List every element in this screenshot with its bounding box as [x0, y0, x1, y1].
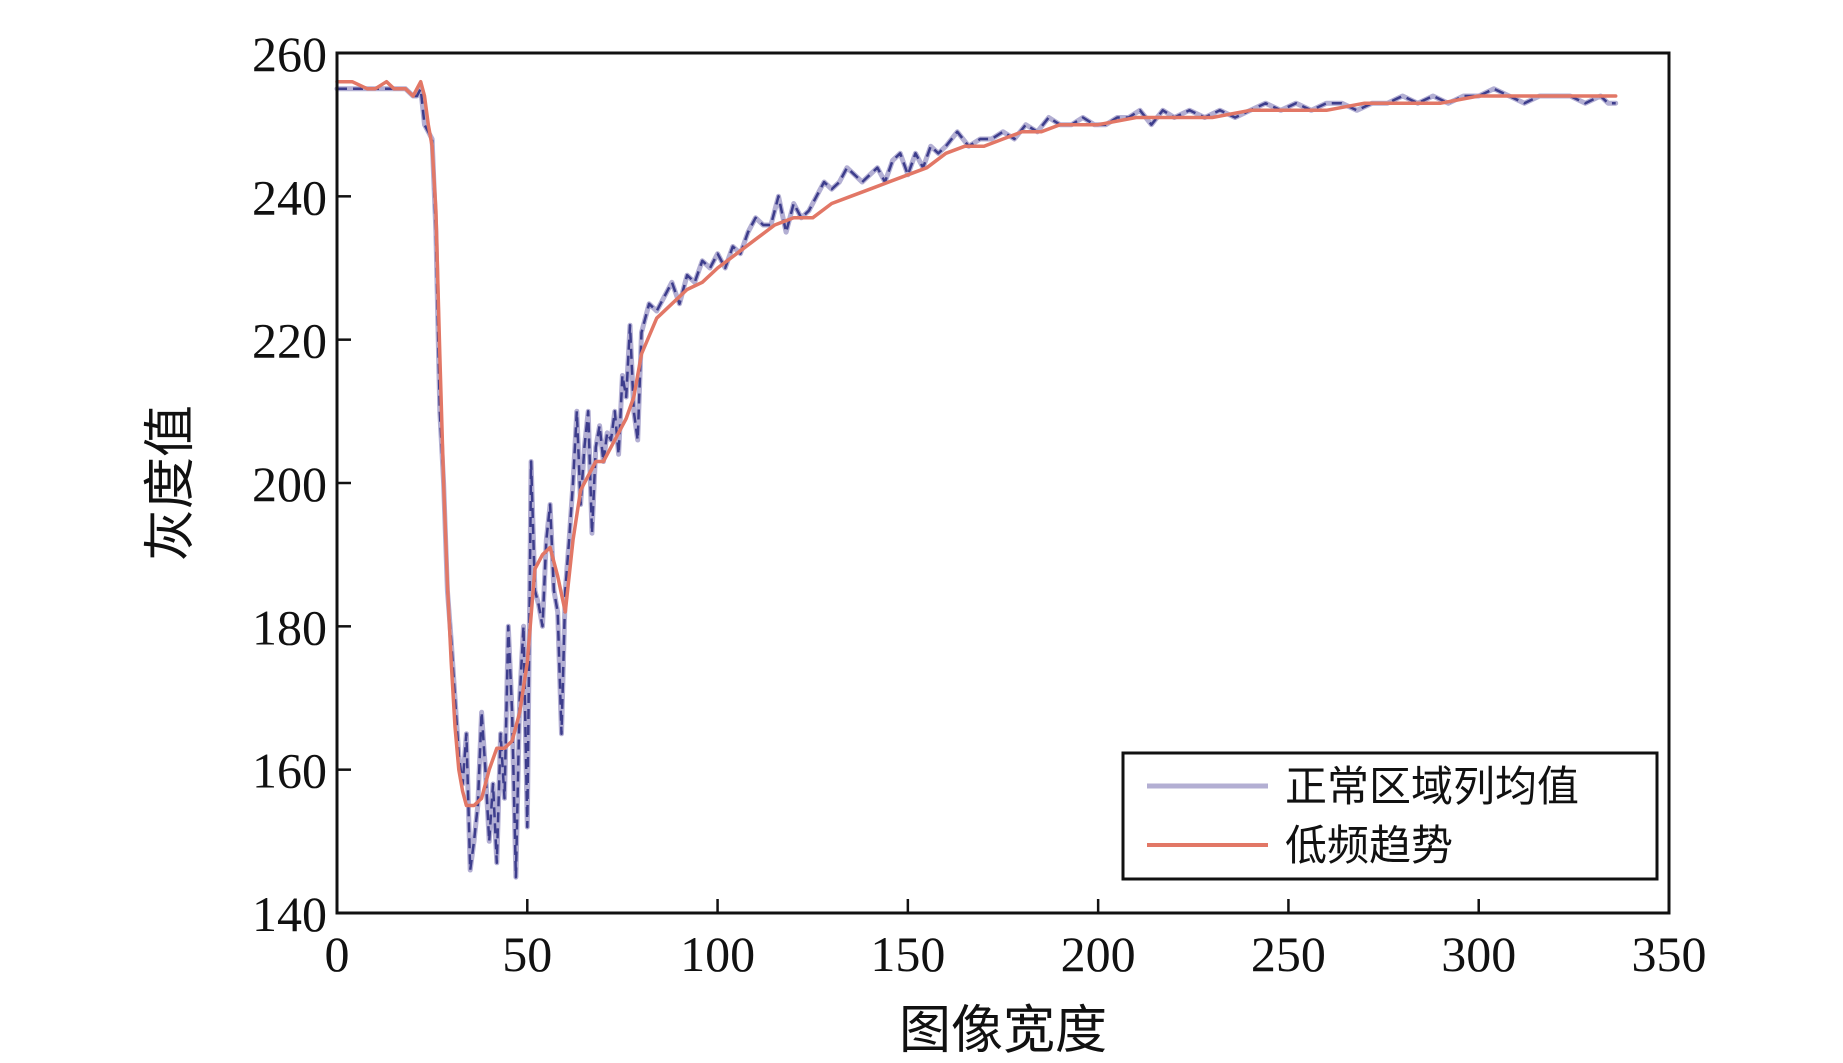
x-tick-label: 150 — [870, 926, 945, 982]
series-line-column-mean-dashed — [337, 87, 1616, 879]
y-tick-label: 140 — [252, 886, 327, 942]
series-line-low-frequency-trend — [335, 79, 1618, 808]
x-tick-label: 200 — [1061, 926, 1136, 982]
legend-label-column-mean: 正常区域列均值 — [1285, 762, 1579, 811]
x-tick-label: 50 — [502, 926, 552, 982]
y-tick-label: 180 — [252, 599, 327, 655]
y-axis-label: 灰度值 — [141, 405, 201, 561]
x-axis-label: 图像宽度 — [899, 1001, 1107, 1061]
y-tick-label: 260 — [252, 26, 327, 82]
series-layer — [334, 79, 1619, 880]
x-tick-label: 350 — [1632, 926, 1707, 982]
legend-label-low-frequency-trend: 低频趋势 — [1285, 821, 1453, 870]
y-tick-label: 240 — [252, 169, 327, 225]
x-tick-label: 0 — [325, 926, 350, 982]
x-tick-label: 300 — [1441, 926, 1516, 982]
x-tick-label: 250 — [1251, 926, 1326, 982]
axes-layer: 0 50 100 150 200 250 300 350 140 160 180 200 220 240 2… — [141, 26, 1707, 1061]
y-tick-label: 200 — [252, 456, 327, 512]
y-tick-label: 220 — [252, 313, 327, 369]
legend-box — [1121, 751, 1659, 881]
x-tick-label: 100 — [680, 926, 755, 982]
y-tick-label: 160 — [252, 743, 327, 799]
